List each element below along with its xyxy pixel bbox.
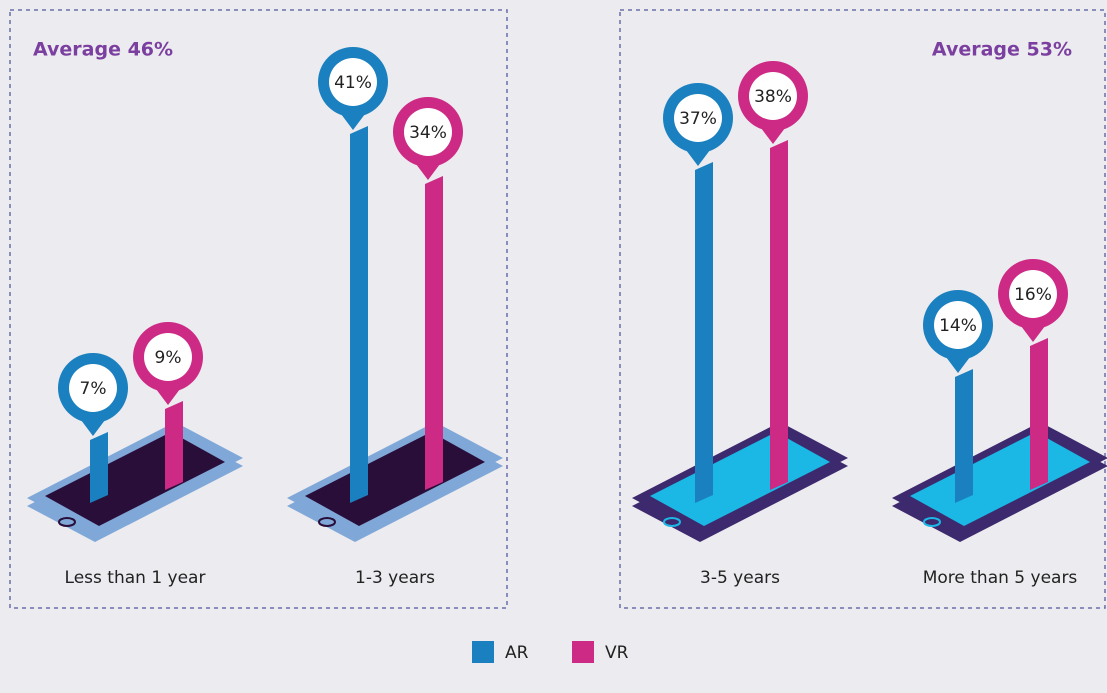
panel bbox=[9, 9, 508, 609]
bar bbox=[1030, 338, 1048, 490]
value-label: 34% bbox=[409, 123, 447, 143]
phone-button bbox=[58, 517, 76, 527]
value-label: 41% bbox=[334, 73, 372, 93]
bar bbox=[165, 401, 183, 490]
pin-center bbox=[404, 108, 452, 156]
annotation: Average 53% bbox=[932, 39, 1072, 61]
phone-button bbox=[923, 517, 941, 527]
legend-label: AR bbox=[505, 643, 529, 663]
annotation: Average 46% bbox=[33, 39, 173, 61]
pin-center bbox=[749, 72, 797, 120]
panel bbox=[619, 9, 1106, 609]
bar bbox=[955, 369, 973, 503]
value-label: 14% bbox=[939, 316, 977, 336]
phone-button bbox=[318, 517, 336, 527]
bar bbox=[90, 432, 108, 503]
value-label: 16% bbox=[1014, 285, 1052, 305]
x-tick-label: Less than 1 year bbox=[65, 568, 206, 588]
bar bbox=[770, 140, 788, 490]
x-tick-label: More than 5 years bbox=[923, 568, 1078, 588]
bar bbox=[425, 176, 443, 490]
pin-center bbox=[674, 94, 722, 142]
pin-center bbox=[1009, 270, 1057, 318]
bar bbox=[350, 126, 368, 503]
pin-center bbox=[144, 333, 192, 381]
legend-label: VR bbox=[605, 643, 629, 663]
value-label: 38% bbox=[754, 87, 792, 107]
value-label: 7% bbox=[80, 379, 107, 399]
pin-center bbox=[69, 364, 117, 412]
legend-swatch bbox=[472, 641, 494, 663]
value-label: 9% bbox=[155, 348, 182, 368]
phone-button bbox=[663, 517, 681, 527]
value-label: 37% bbox=[679, 109, 717, 129]
pin-center bbox=[934, 301, 982, 349]
pin-center bbox=[329, 58, 377, 106]
x-tick-label: 1-3 years bbox=[355, 568, 435, 588]
x-tick-label: 3-5 years bbox=[700, 568, 780, 588]
bar bbox=[695, 162, 713, 503]
legend-swatch bbox=[572, 641, 594, 663]
